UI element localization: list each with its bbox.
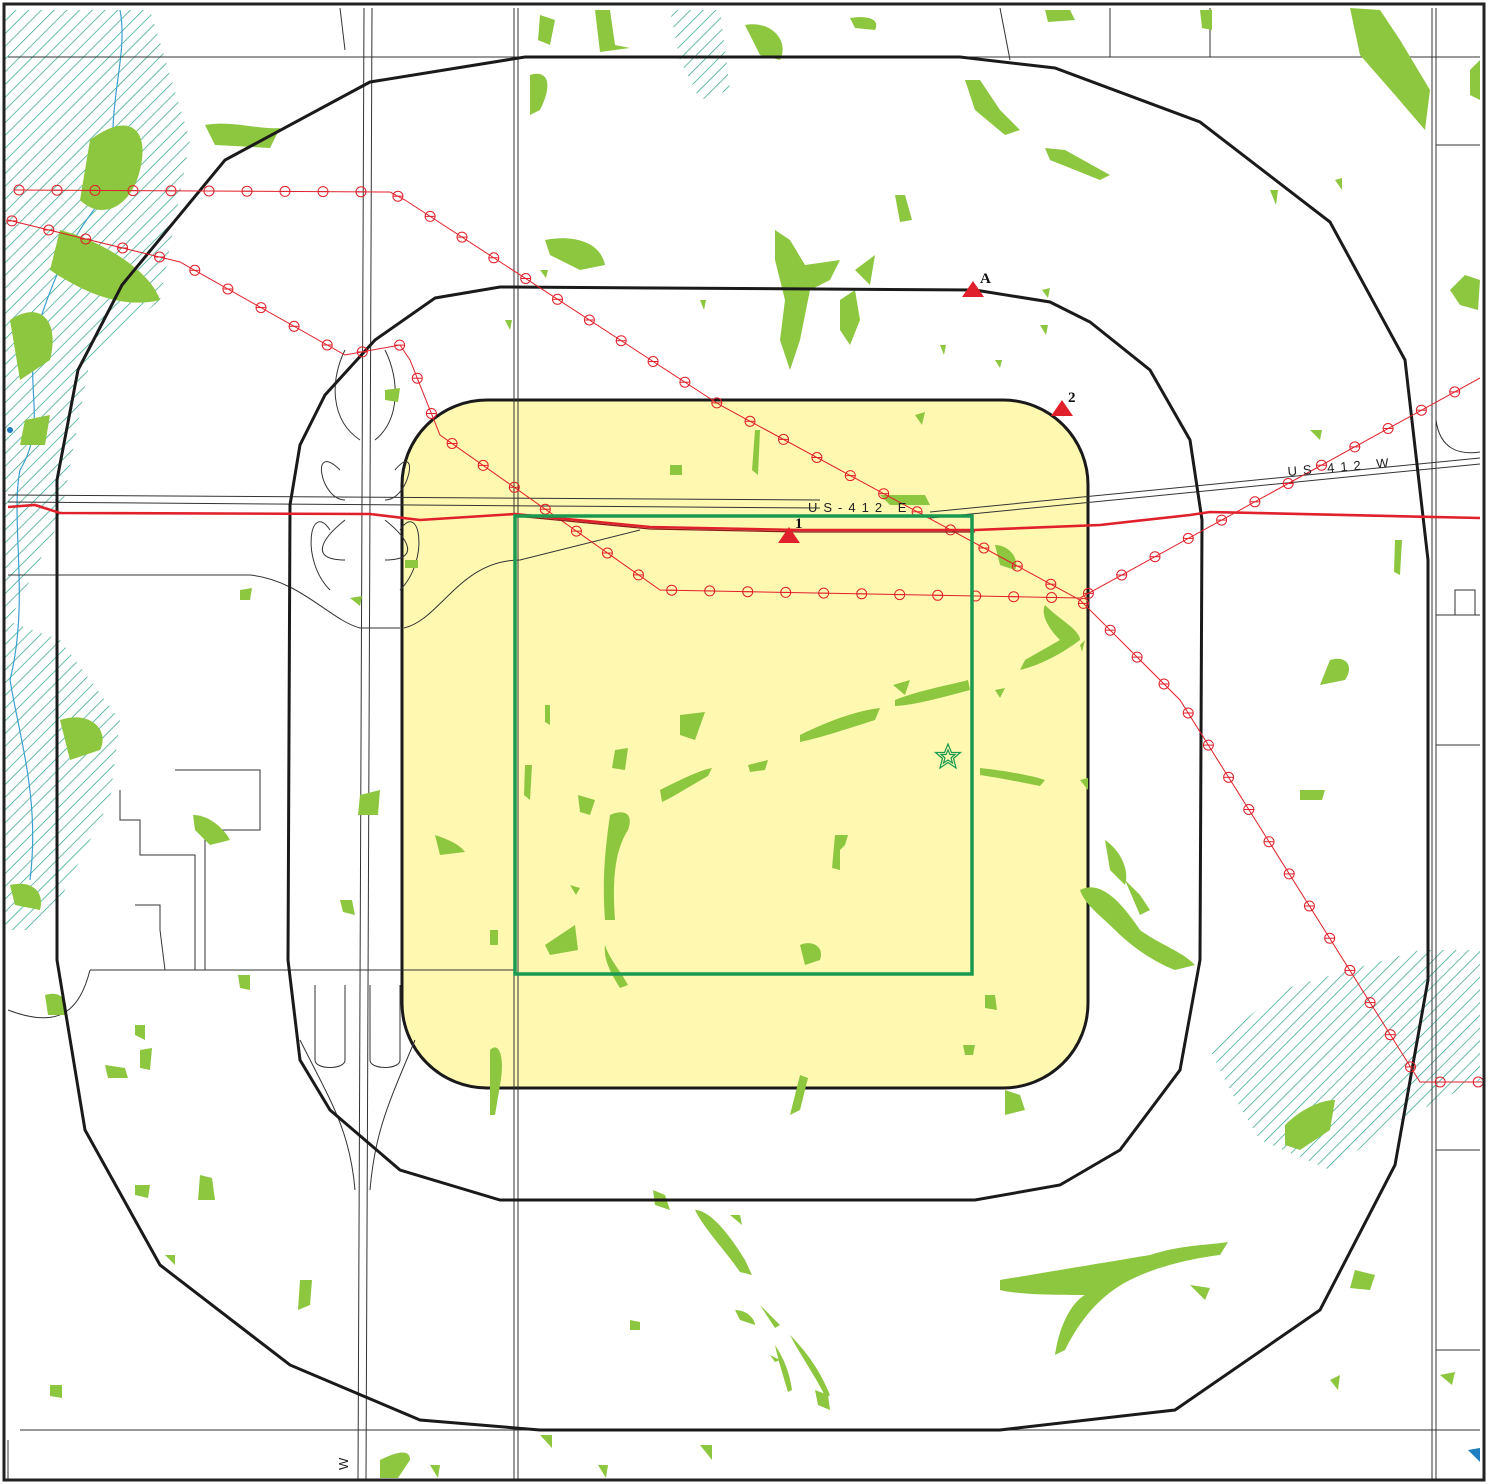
middle-ring xyxy=(286,285,1204,1202)
star-icon xyxy=(933,742,963,770)
triangle-marker-icon xyxy=(962,281,984,297)
marker-label: A xyxy=(980,271,991,287)
buffer-zone xyxy=(400,398,1090,1090)
triangle-marker-icon xyxy=(1051,400,1073,416)
marker-1: 1 xyxy=(778,516,803,543)
pipeline-markers xyxy=(6,184,1484,1088)
vegetation-patches xyxy=(10,8,1480,1478)
outer-ring xyxy=(55,55,1430,1432)
road-network xyxy=(7,7,1481,1481)
marker-2: 2 xyxy=(1051,390,1076,416)
road-label-us412-east: US-412 E xyxy=(808,500,912,515)
site-boundary xyxy=(513,514,974,976)
triangle-marker-icon xyxy=(778,527,800,543)
highway-us412-shadow xyxy=(514,515,975,533)
water-point xyxy=(7,427,13,433)
distance-rings xyxy=(55,55,1430,1432)
marker-A: A xyxy=(962,271,991,297)
marker-label: 1 xyxy=(795,516,803,532)
marker-label: 2 xyxy=(1068,390,1076,406)
wetland-areas xyxy=(5,10,1480,1170)
highway-us412 xyxy=(7,503,1481,532)
road-label-south: W xyxy=(336,1452,351,1470)
water-point xyxy=(1468,1448,1480,1462)
